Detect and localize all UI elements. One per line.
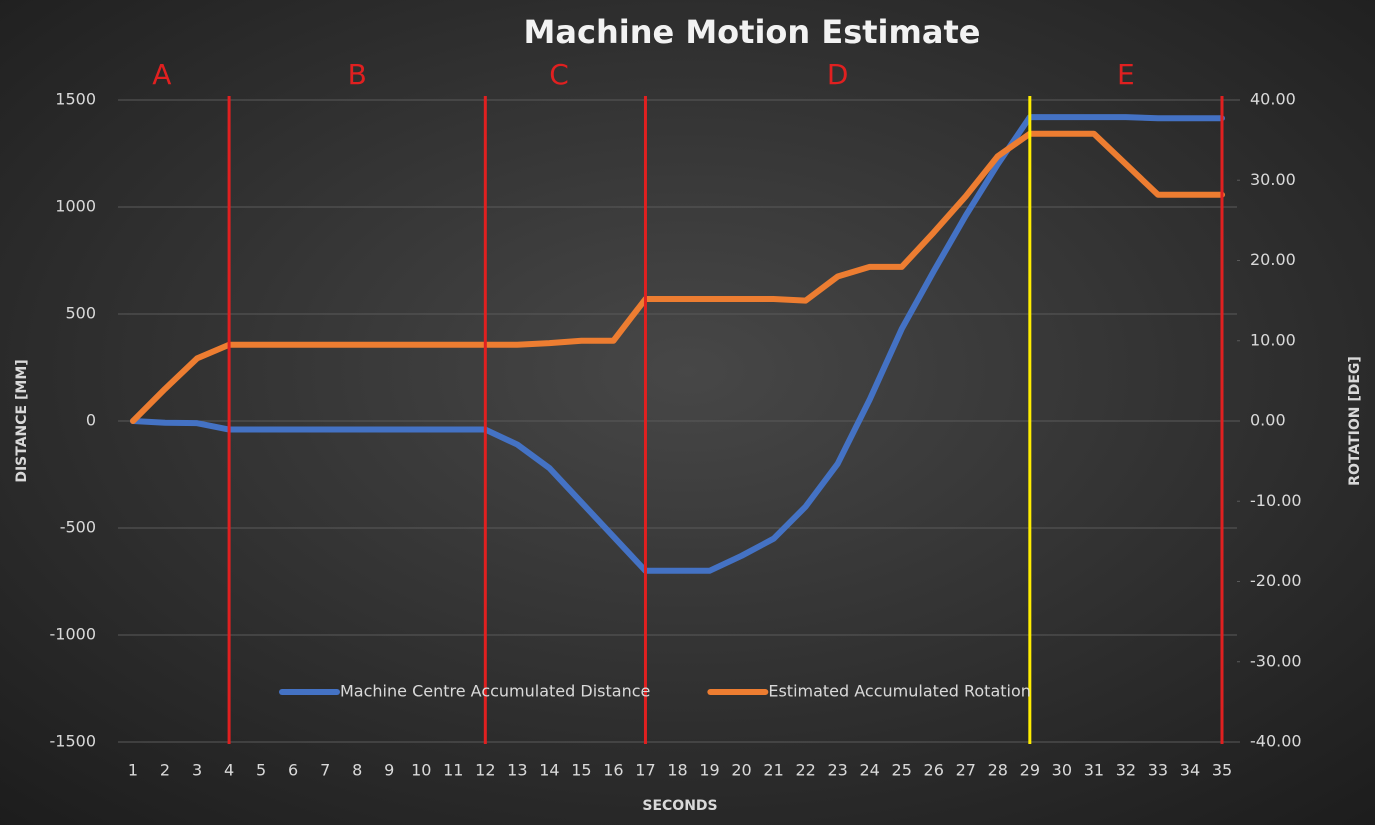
x-tick-label: 20 [731,761,751,780]
x-tick-label: 30 [1052,761,1072,780]
x-tick-label: 15 [571,761,591,780]
y-tick-label: -500 [60,518,96,537]
y-tick-label: -1000 [50,625,97,644]
y2-tick-label: 40.00 [1250,90,1296,109]
legend-label: Machine Centre Accumulated Distance [340,682,650,701]
x-tick-label: 5 [256,761,266,780]
series-line [130,114,1225,574]
y-tick-label: 0 [86,411,96,430]
y2-tick-label: 20.00 [1250,250,1296,269]
x-tick-label: 13 [507,761,527,780]
y2-tick-label: -10.00 [1250,491,1302,510]
y2-tick-label: -30.00 [1250,651,1302,670]
y-tick-label: 1000 [55,197,96,216]
region-label: E [1117,58,1135,91]
x-tick-label: 35 [1212,761,1232,780]
chart-title: Machine Motion Estimate [524,13,981,51]
x-tick-label: 3 [192,761,202,780]
x-tick-label: 23 [827,761,847,780]
x-tick-label: 2 [160,761,170,780]
y-tick-label: 1500 [55,90,96,109]
region-label: C [549,58,569,91]
x-tick-label: 14 [539,761,559,780]
x-tick-label: 12 [475,761,495,780]
x-tick-label: 7 [320,761,330,780]
x-axis-title: SECONDS [642,798,717,814]
x-tick-label: 19 [699,761,719,780]
x-tick-label: 31 [1084,761,1104,780]
y2-tick-label: 10.00 [1250,330,1296,349]
series-line [130,130,1225,424]
x-tick-label: 18 [667,761,687,780]
x-tick-label: 29 [1020,761,1040,780]
x-tick-label: 8 [352,761,362,780]
x-tick-label: 11 [443,761,463,780]
x-tick-label: 28 [988,761,1008,780]
x-tick-label: 16 [603,761,623,780]
y2-axis-title: ROTATION [DEG] [1347,356,1363,486]
y-tick-label: -1500 [50,732,97,751]
x-tick-label: 34 [1180,761,1200,780]
x-tick-label: 33 [1148,761,1168,780]
x-tick-label: 26 [924,761,944,780]
x-tick-label: 17 [635,761,655,780]
x-tick-label: 24 [859,761,879,780]
x-tick-label: 10 [411,761,431,780]
y2-tick-label: -20.00 [1250,571,1302,590]
x-tick-label: 9 [384,761,394,780]
y2-tick-label: 30.00 [1250,170,1296,189]
region-label: D [827,58,849,91]
x-tick-label: 6 [288,761,298,780]
y-axis-title: DISTANCE [MM] [14,359,30,482]
y2-tick-label: -40.00 [1250,732,1302,751]
x-tick-label: 22 [795,761,815,780]
x-tick-label: 4 [224,761,234,780]
region-label: B [348,58,367,91]
x-tick-label: 1 [128,761,138,780]
legend-label: Estimated Accumulated Rotation [768,682,1031,701]
x-tick-label: 21 [763,761,783,780]
x-tick-label: 25 [892,761,912,780]
x-tick-label: 32 [1116,761,1136,780]
x-tick-label: 27 [956,761,976,780]
y-tick-label: 500 [65,304,96,323]
region-label: A [152,58,171,91]
y2-tick-label: 0.00 [1250,411,1286,430]
